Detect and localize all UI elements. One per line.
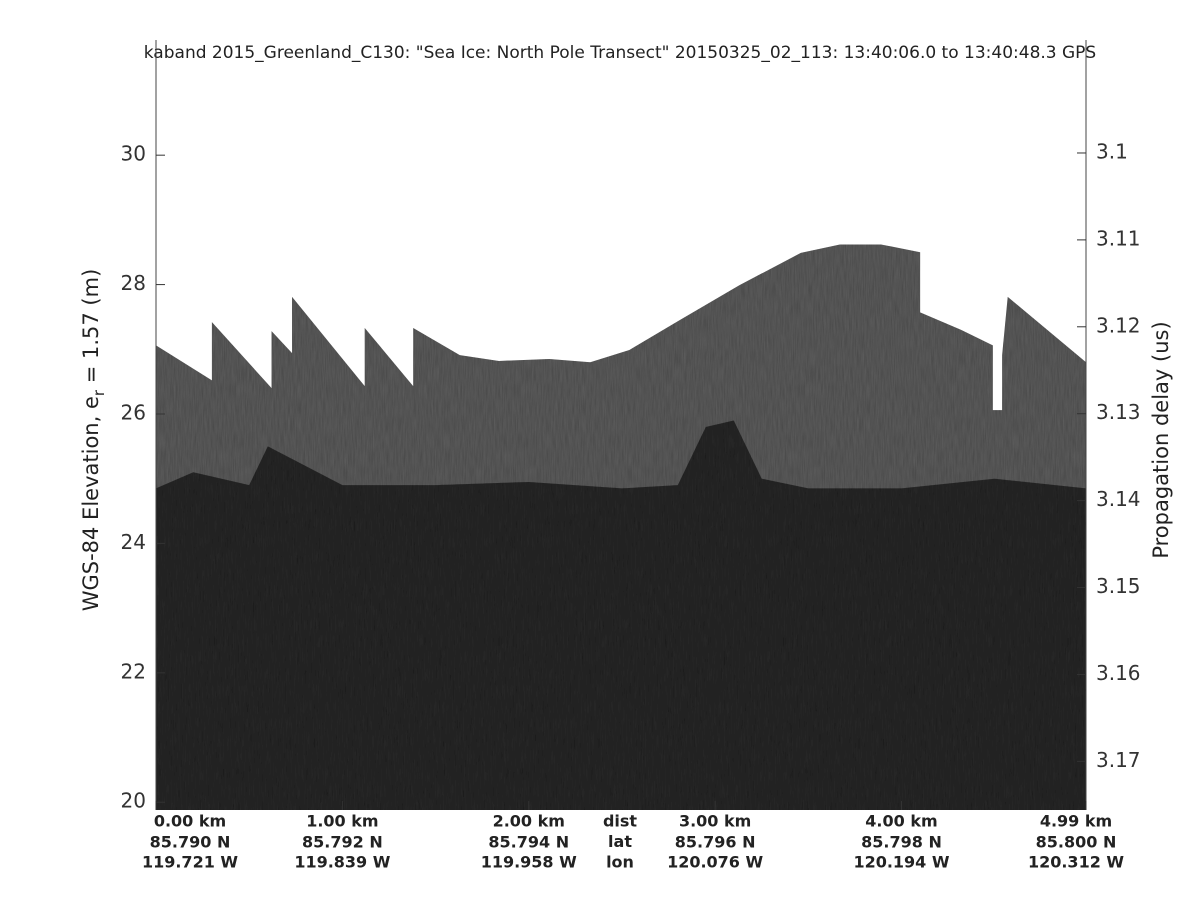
y-tick-label: 30: [121, 142, 146, 166]
row-label: lat: [608, 832, 632, 851]
lat-label: 85.794 N: [488, 833, 569, 852]
y-tick-label: 24: [121, 530, 146, 554]
lon-label: 119.958 W: [481, 853, 577, 872]
lat-label: 85.796 N: [675, 833, 756, 852]
lat-label: 85.790 N: [150, 833, 231, 852]
y2-axis-label: Propagation delay (us): [1149, 321, 1173, 558]
plot-area: [156, 244, 1086, 810]
y-label-tail: = 1.57 (m): [79, 269, 103, 390]
y2-tick-label: 3.12: [1096, 313, 1141, 337]
y2-tick-label: 3.1: [1096, 139, 1128, 163]
y2-tick-label: 3.11: [1096, 226, 1141, 250]
lat-label: 85.798 N: [861, 833, 942, 852]
y2-tick-label: 3.14: [1096, 487, 1141, 511]
x-tick-label: 2.00 km: [493, 812, 565, 831]
lon-label: 120.312 W: [1028, 853, 1124, 872]
y-label-main: WGS-84 Elevation, e: [79, 396, 103, 611]
x-tick-label: 4.99 km: [1040, 812, 1112, 831]
y-label-sub: r: [90, 389, 108, 396]
y-axis-label: WGS-84 Elevation, er = 1.57 (m): [79, 269, 108, 612]
lon-label: 120.076 W: [667, 853, 763, 872]
y2-tick-label: 3.15: [1096, 574, 1141, 598]
x-tick-label: 0.00 km: [154, 812, 226, 831]
lat-label: 85.792 N: [302, 833, 383, 852]
y2-tick-label: 3.16: [1096, 661, 1141, 685]
y-tick-label: 26: [121, 401, 146, 425]
x-tick-label: 1.00 km: [306, 812, 378, 831]
chart-title: kaband 2015_Greenland_C130: "Sea Ice: No…: [144, 43, 1096, 63]
row-label: dist: [603, 812, 637, 831]
y2-tick-label: 3.17: [1096, 748, 1141, 772]
y-tick-label: 22: [121, 659, 146, 683]
y-tick-label: 20: [121, 789, 146, 813]
axes: 20 22 24 26 28 30 3.1 3.11 3.12 3.13 3.14 3.15 3.16 3…: [121, 40, 1141, 872]
subsurface-area: [156, 420, 1086, 810]
x-tick-label: 3.00 km: [679, 812, 751, 831]
y-tick-label: 28: [121, 271, 146, 295]
lat-label: 85.800 N: [1036, 833, 1117, 852]
lon-label: 119.721 W: [142, 853, 238, 872]
row-label: lon: [606, 853, 634, 872]
lon-label: 120.194 W: [853, 853, 949, 872]
y2-tick-label: 3.13: [1096, 400, 1141, 424]
lon-label: 119.839 W: [294, 853, 390, 872]
x-tick-label: 4.00 km: [865, 812, 937, 831]
